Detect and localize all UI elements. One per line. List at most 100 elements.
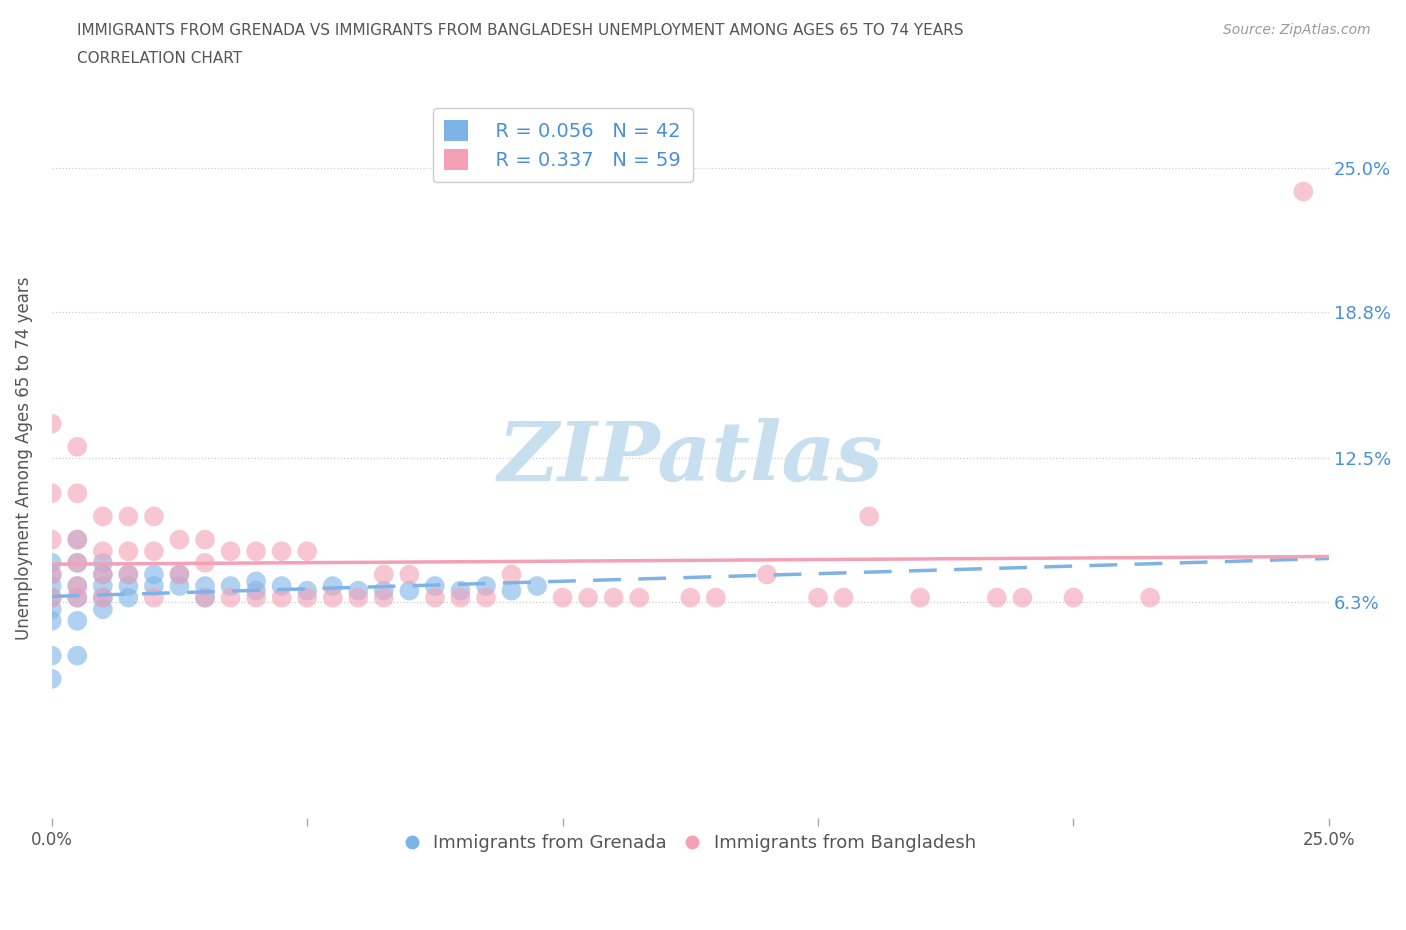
Point (423, 578, 446, 593)
Point (41, 567, 63, 582)
Point (1292, 184, 1315, 199)
Point (1011, 591, 1033, 605)
Point (117, 509, 139, 524)
Point (755, 567, 778, 582)
Text: Source: ZipAtlas.com: Source: ZipAtlas.com (1223, 23, 1371, 37)
Point (91, 591, 114, 605)
Point (169, 567, 191, 582)
Point (117, 567, 139, 582)
Point (41, 555, 63, 570)
Point (41, 671, 63, 686)
Point (41, 485, 63, 500)
Point (91, 591, 114, 605)
Point (322, 578, 344, 593)
Point (576, 591, 599, 605)
Point (91, 544, 114, 559)
Point (551, 591, 574, 605)
Point (91, 509, 114, 524)
Point (41, 416, 63, 431)
Point (142, 509, 165, 524)
Point (449, 583, 471, 598)
Point (475, 591, 498, 605)
Point (194, 532, 217, 547)
Point (245, 544, 267, 559)
Point (41, 602, 63, 617)
Point (398, 583, 420, 598)
Point (169, 532, 191, 547)
Point (475, 578, 498, 593)
Point (66, 532, 89, 547)
Point (41, 532, 63, 547)
Point (142, 591, 165, 605)
Point (91, 578, 114, 593)
Point (501, 567, 523, 582)
Point (66, 591, 89, 605)
Point (245, 583, 267, 598)
Y-axis label: Unemployment Among Ages 65 to 74 years: Unemployment Among Ages 65 to 74 years (15, 276, 32, 640)
Point (194, 555, 217, 570)
Point (117, 567, 139, 582)
Point (322, 591, 344, 605)
Text: CORRELATION CHART: CORRELATION CHART (77, 51, 242, 66)
Point (41, 648, 63, 663)
Point (347, 583, 370, 598)
Point (66, 648, 89, 663)
Point (66, 555, 89, 570)
Point (66, 485, 89, 500)
Point (142, 544, 165, 559)
Point (41, 567, 63, 582)
Point (66, 614, 89, 629)
Point (832, 591, 855, 605)
Point (117, 591, 139, 605)
Point (41, 591, 63, 605)
Point (526, 578, 548, 593)
Point (398, 567, 420, 582)
Point (66, 578, 89, 593)
Point (66, 439, 89, 454)
Point (270, 578, 292, 593)
Point (1062, 591, 1084, 605)
Point (270, 544, 292, 559)
Text: ZIPatlas: ZIPatlas (498, 418, 883, 498)
Point (704, 591, 727, 605)
Point (91, 567, 114, 582)
Point (219, 578, 242, 593)
Point (449, 591, 471, 605)
Point (602, 591, 624, 605)
Point (986, 591, 1008, 605)
Point (219, 544, 242, 559)
Point (858, 509, 880, 524)
Point (373, 591, 395, 605)
Point (66, 532, 89, 547)
Point (245, 574, 267, 589)
Point (245, 591, 267, 605)
Point (908, 591, 931, 605)
Point (142, 567, 165, 582)
Point (91, 567, 114, 582)
Point (373, 567, 395, 582)
Point (66, 555, 89, 570)
Point (807, 591, 830, 605)
Point (117, 578, 139, 593)
Point (194, 591, 217, 605)
Point (66, 578, 89, 593)
Point (66, 591, 89, 605)
Point (347, 591, 370, 605)
Point (1139, 591, 1161, 605)
Point (194, 578, 217, 593)
Point (169, 578, 191, 593)
Point (91, 602, 114, 617)
Point (91, 555, 114, 570)
Point (679, 591, 702, 605)
Point (295, 544, 318, 559)
Point (142, 578, 165, 593)
Point (219, 591, 242, 605)
Point (117, 544, 139, 559)
Point (373, 583, 395, 598)
Point (423, 591, 446, 605)
Point (41, 591, 63, 605)
Text: IMMIGRANTS FROM GRENADA VS IMMIGRANTS FROM BANGLADESH UNEMPLOYMENT AMONG AGES 65: IMMIGRANTS FROM GRENADA VS IMMIGRANTS FR… (77, 23, 965, 38)
Point (41, 578, 63, 593)
Point (169, 567, 191, 582)
Point (194, 591, 217, 605)
